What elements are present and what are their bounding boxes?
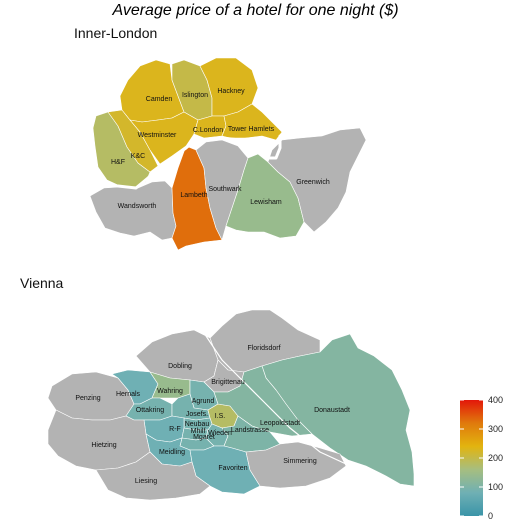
label-hietzing: Hietzing xyxy=(91,442,116,449)
panel-title-london: Inner-London xyxy=(74,25,158,41)
district-simmering[interactable] xyxy=(245,441,347,489)
district-tower-hamlets[interactable] xyxy=(221,103,283,141)
label-wahring: Wahring xyxy=(157,388,183,395)
label-neubau: Neubau xyxy=(185,421,210,428)
label-agrund: Agrund xyxy=(192,398,215,405)
label-hernals: Hernals xyxy=(116,391,141,398)
label-clondon: C.London xyxy=(193,127,223,134)
legend-tick-label: 200 xyxy=(488,453,503,463)
label-donaustadt: Donaustadt xyxy=(314,407,350,414)
label-josefs: Josefs. xyxy=(186,411,208,418)
legend-colorbar xyxy=(460,400,483,516)
label-southwark: Southwark xyxy=(208,186,242,193)
legend-tick-label: 300 xyxy=(488,424,503,434)
panel-title-vienna: Vienna xyxy=(20,275,64,291)
london-labels: Camden Islington Hackney Westminster C.L… xyxy=(111,88,330,210)
district-wandsworth[interactable] xyxy=(89,180,177,241)
vienna-map: Floridsdorf Dobling Brigittenau Wahring … xyxy=(47,309,415,501)
label-brigittenau: Brigittenau xyxy=(211,379,245,386)
label-hf: H&F xyxy=(111,159,125,166)
river-danube xyxy=(205,335,347,465)
label-dobling: Dobling xyxy=(168,363,192,370)
legend-tick-label: 0 xyxy=(488,511,493,521)
label-floridsdorf: Floridsdorf xyxy=(247,345,280,352)
label-mgaret: Mgaret xyxy=(193,434,215,441)
label-penzing: Penzing xyxy=(75,395,100,402)
label-wieden: Wieden xyxy=(208,430,232,437)
label-liesing: Liesing xyxy=(135,478,157,485)
label-simmering: Simmering xyxy=(283,458,317,465)
color-legend: 0 100 200 300 400 xyxy=(460,395,503,521)
river-thames xyxy=(116,132,292,190)
label-lewisham: Lewisham xyxy=(250,199,282,206)
district-liesing[interactable] xyxy=(95,451,211,501)
label-lambeth: Lambeth xyxy=(180,192,207,199)
label-is: I.S. xyxy=(215,413,226,420)
legend-tick-label: 100 xyxy=(488,482,503,492)
label-wandsworth: Wandsworth xyxy=(118,203,157,210)
label-meidling: Meidling xyxy=(159,449,185,456)
london-map: Camden Islington Hackney Westminster C.L… xyxy=(89,57,367,251)
map-title: Average price of a hotel for one night (… xyxy=(112,2,399,19)
label-kc: K&C xyxy=(131,153,145,160)
legend-tick-label: 400 xyxy=(488,395,503,405)
label-favoriten: Favoriten xyxy=(218,465,247,472)
label-rf: R-F xyxy=(169,426,181,433)
label-tower-hamlets: Tower Hamlets xyxy=(228,126,275,133)
vienna-labels: Floridsdorf Dobling Brigittenau Wahring … xyxy=(75,345,350,485)
label-islington: Islington xyxy=(182,92,208,99)
label-mhilf: Mhilf xyxy=(191,428,206,435)
district-greenwich[interactable] xyxy=(267,127,367,233)
label-hackney: Hackney xyxy=(217,88,245,95)
label-landstrasse: Landstrasse xyxy=(231,427,269,434)
label-camden: Camden xyxy=(146,96,173,103)
label-leopoldstadt: Leopoldstadt xyxy=(260,420,300,427)
legend-ticks: 0 100 200 300 400 xyxy=(460,395,503,521)
label-westminster: Westminster xyxy=(138,132,177,139)
label-ottakring: Ottakring xyxy=(136,407,165,414)
label-greenwich: Greenwich xyxy=(296,179,330,186)
